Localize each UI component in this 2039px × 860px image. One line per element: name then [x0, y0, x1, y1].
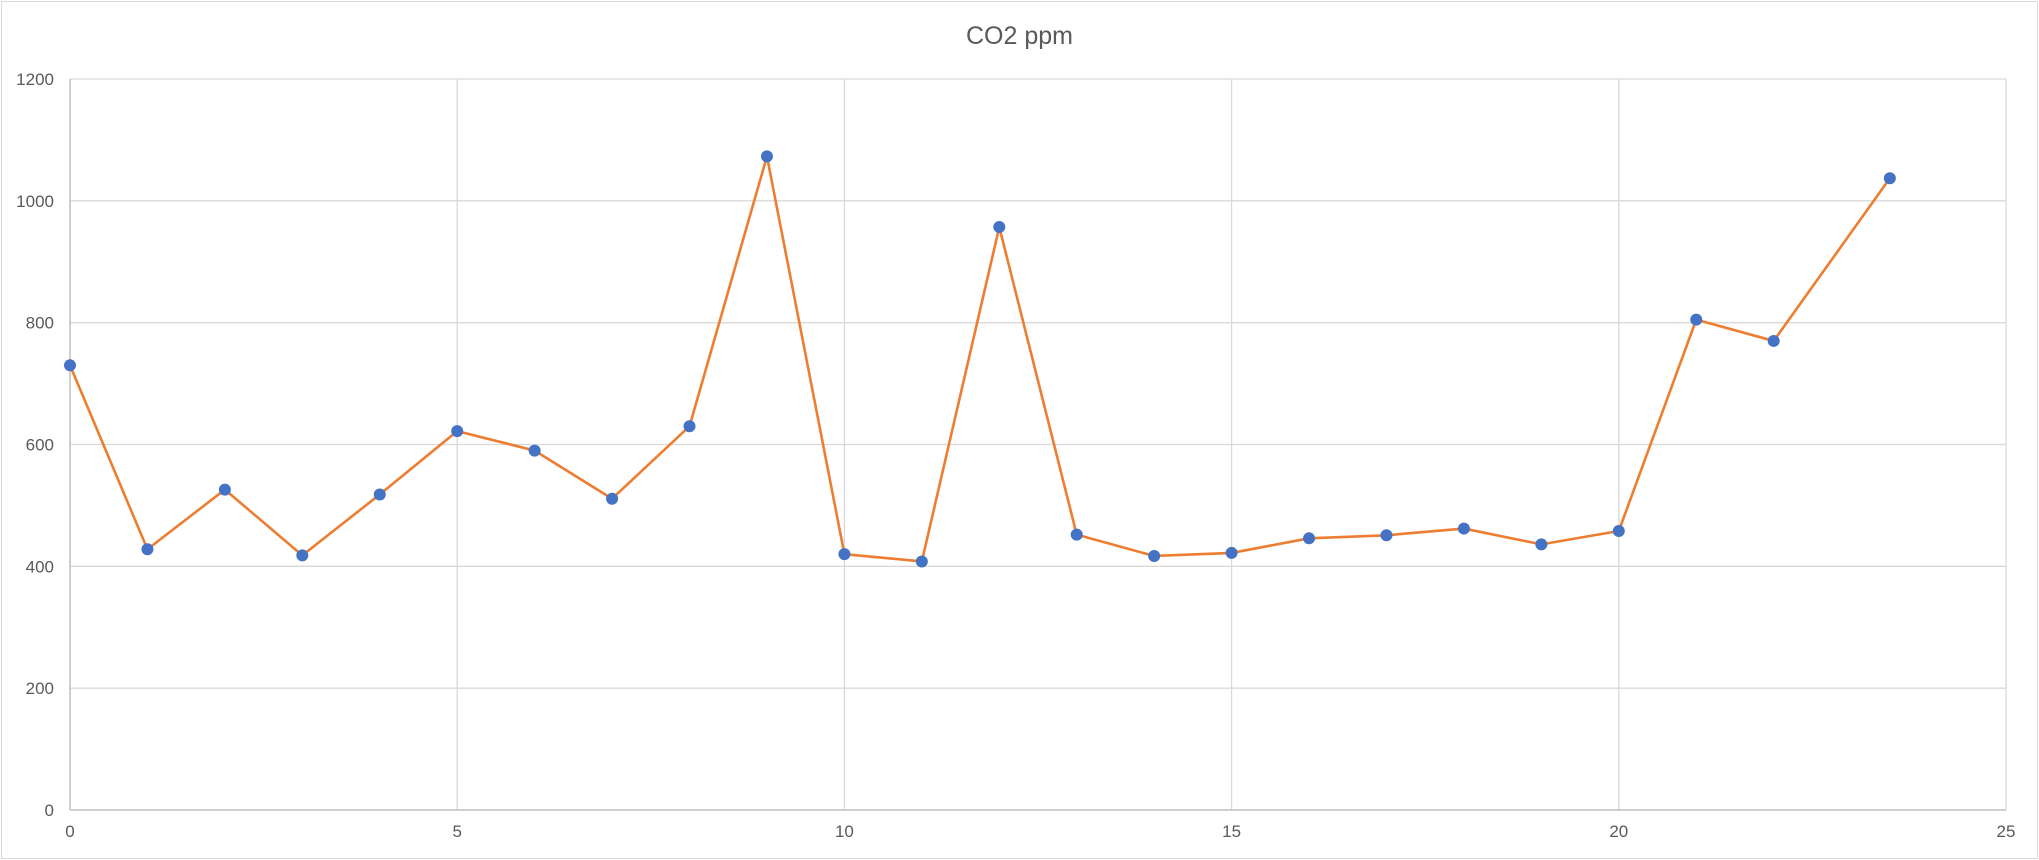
x-tick-label: 15 [1222, 822, 1241, 841]
data-point [1148, 549, 1161, 562]
data-point [528, 444, 541, 457]
x-tick-label: 5 [452, 822, 461, 841]
y-tick-label: 200 [26, 679, 54, 698]
data-point [1070, 528, 1083, 541]
chart-title: CO2 ppm [966, 22, 1073, 50]
data-point [1380, 529, 1393, 542]
y-tick-label: 600 [26, 436, 54, 455]
y-tick-label: 0 [45, 801, 54, 820]
y-tick-label: 1200 [16, 70, 54, 89]
y-tick-label: 800 [26, 314, 54, 333]
data-point [1457, 522, 1470, 535]
data-point [1612, 525, 1625, 538]
data-point [1535, 538, 1548, 551]
data-point [993, 221, 1006, 234]
y-tick-label: 400 [26, 557, 54, 576]
x-tick-label: 10 [835, 822, 854, 841]
data-point [760, 150, 773, 163]
data-point [218, 483, 231, 496]
data-point [838, 548, 851, 561]
data-point [296, 549, 309, 562]
y-tick-label: 1000 [16, 192, 54, 211]
data-point [1883, 172, 1896, 185]
series-line [68, 155, 1891, 563]
x-tick-label: 0 [65, 822, 74, 841]
data-point [1225, 546, 1238, 559]
data-point [1303, 532, 1316, 545]
data-point [64, 359, 76, 372]
data-point [915, 555, 928, 568]
data-point [606, 492, 619, 505]
x-tick-label: 20 [1609, 822, 1628, 841]
x-tick-label: 25 [1997, 822, 2016, 841]
data-point [451, 425, 464, 438]
data-point [683, 420, 696, 433]
data-point [373, 488, 386, 501]
data-point [1767, 334, 1780, 347]
data-point [1690, 313, 1703, 326]
data-point [141, 543, 154, 556]
